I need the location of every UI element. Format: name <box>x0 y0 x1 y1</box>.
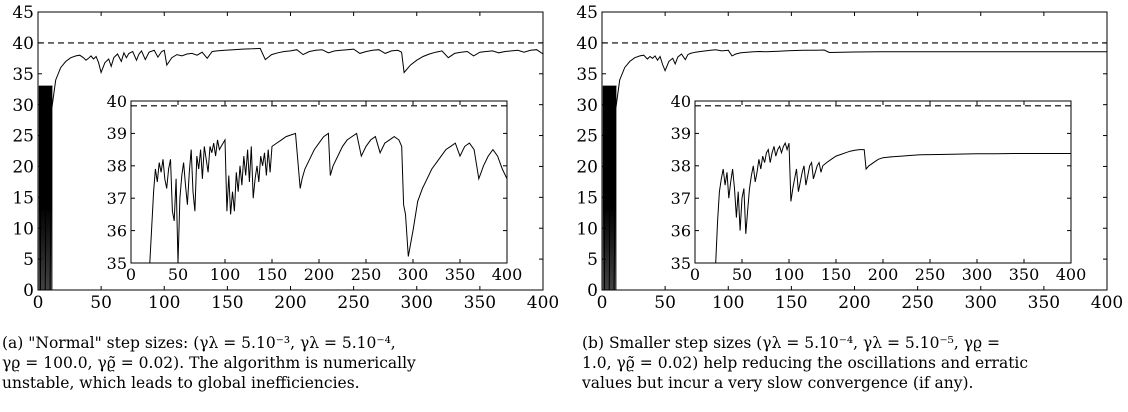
caption-b: (b) Smaller step sizes (γλ = 5.10⁻⁴, γλ … <box>582 333 1128 393</box>
a-inset-xtick-label: 150 <box>257 265 288 284</box>
b-main-ytick-label: 45 <box>576 3 598 23</box>
b-inset-xtick-label: 150 <box>821 265 852 284</box>
a-inset-ytick-label: 40 <box>107 92 127 111</box>
a-main-ytick-label: 40 <box>12 34 34 54</box>
b-inset-ytick-label: 37 <box>671 189 691 208</box>
b-main-ytick-label: 20 <box>576 158 598 178</box>
a-main-ytick-label: 10 <box>12 219 34 239</box>
caption-line: (a) "Normal" step sizes: (γλ = 5.10⁻³, γ… <box>2 334 396 352</box>
a-main-xtick-label: 100 <box>148 293 180 313</box>
a-init-oscillation <box>38 85 53 291</box>
chart-panel-a: 0 50 100 150 200 250 300 350 4000510152025303540… <box>12 3 559 313</box>
b-main-ytick-label: 35 <box>576 65 598 85</box>
b-main-xtick-label: 300 <box>965 293 997 313</box>
a-main-xtick-label: 250 <box>337 293 369 313</box>
b-main-ytick-label: 40 <box>576 34 598 54</box>
a-main-ytick-label: 15 <box>12 188 34 208</box>
b-main-xtick-label: 50 <box>654 293 676 313</box>
b-main-xtick-label: 250 <box>901 293 933 313</box>
b-inset-xtick-label: 300 <box>962 265 993 284</box>
b-main-xtick-label: 100 <box>712 293 744 313</box>
b-main-ytick-label: 5 <box>587 250 598 270</box>
b-main-ytick-label: 30 <box>576 96 598 116</box>
b-main-ytick-label: 15 <box>576 188 598 208</box>
caption-line: 1.0, γϱ̃ = 0.02) help reducing the oscil… <box>582 354 1029 372</box>
a-inset-xtick-label: 50 <box>168 265 188 284</box>
b-inset-xtick-label: 400 <box>1056 265 1087 284</box>
a-inset-ytick-label: 37 <box>107 189 127 208</box>
b-inset-ytick-label: 39 <box>671 124 691 143</box>
caption-line: unstable, which leads to global ineffici… <box>2 374 360 392</box>
caption-line: γϱ = 100.0, γϱ̃ = 0.02). The algorithm i… <box>2 354 416 372</box>
a-main-ytick-label: 0 <box>23 281 34 301</box>
a-main-xtick-label: 150 <box>211 293 243 313</box>
b-inset-xtick-label: 0 <box>690 265 700 284</box>
b-main-ytick-label: 10 <box>576 219 598 239</box>
a-main-ytick-label: 30 <box>12 96 34 116</box>
a-inset-xtick-label: 250 <box>351 265 382 284</box>
caption-line: values but incur a very slow convergence… <box>582 374 974 392</box>
caption-line: (b) Smaller step sizes (γλ = 5.10⁻⁴, γλ … <box>582 334 1000 352</box>
chart-panel-b: 0 50 100 150 200 250 300 350 4000510152025303540… <box>576 3 1123 313</box>
b-inset-ytick-label: 40 <box>671 92 691 111</box>
b-main-xtick-label: 0 <box>597 293 608 313</box>
b-main-ytick-label: 25 <box>576 127 598 147</box>
a-main-xtick-label: 50 <box>90 293 112 313</box>
a-main-ytick-label: 35 <box>12 65 34 85</box>
a-main-ytick-label: 5 <box>23 250 34 270</box>
a-main-ytick-label: 20 <box>12 158 34 178</box>
a-main-ytick-label: 45 <box>12 3 34 23</box>
a-inset-ytick-label: 36 <box>107 221 127 240</box>
a-inset-xtick-label: 100 <box>210 265 241 284</box>
a-inset-ytick-label: 39 <box>107 124 127 143</box>
a-inset-ytick-label: 35 <box>107 254 127 273</box>
caption-a: (a) "Normal" step sizes: (γλ = 5.10⁻³, γ… <box>2 333 534 393</box>
b-main-xtick-label: 150 <box>775 293 807 313</box>
a-inset-xtick-label: 400 <box>492 265 523 284</box>
a-main-series-line <box>51 47 544 108</box>
b-inset-background <box>695 101 1071 263</box>
b-inset-xtick-label: 350 <box>1009 265 1040 284</box>
a-inset-ytick-label: 38 <box>107 157 127 176</box>
a-inset-xtick-label: 0 <box>126 265 136 284</box>
b-inset-xtick-label: 100 <box>774 265 805 284</box>
b-main-ytick-label: 0 <box>587 281 598 301</box>
a-main-xtick-label: 200 <box>274 293 306 313</box>
a-inset-background <box>131 101 507 263</box>
b-main-xtick-label: 200 <box>838 293 870 313</box>
b-inset-xtick-label: 200 <box>868 265 899 284</box>
a-main-ytick-label: 25 <box>12 127 34 147</box>
a-main-xtick-label: 300 <box>401 293 433 313</box>
b-inset-xtick-label: 50 <box>732 265 752 284</box>
b-init-oscillation <box>602 85 617 291</box>
a-inset-xtick-label: 300 <box>398 265 429 284</box>
b-inset-series-line <box>715 141 1071 264</box>
b-main-xtick-label: 350 <box>1028 293 1060 313</box>
b-inset-ytick-label: 36 <box>671 221 691 240</box>
b-inset-ytick-label: 38 <box>671 157 691 176</box>
b-main-series-line <box>615 49 1107 108</box>
a-main-xtick-label: 0 <box>33 293 44 313</box>
a-inset-series-line <box>149 132 508 264</box>
a-main-xtick-label: 400 <box>527 293 559 313</box>
b-main-xtick-label: 400 <box>1091 293 1123 313</box>
a-main-xtick-label: 350 <box>464 293 496 313</box>
b-inset-xtick-label: 250 <box>915 265 946 284</box>
a-inset-xtick-label: 200 <box>304 265 335 284</box>
a-inset-xtick-label: 350 <box>445 265 476 284</box>
b-inset-ytick-label: 35 <box>671 254 691 273</box>
